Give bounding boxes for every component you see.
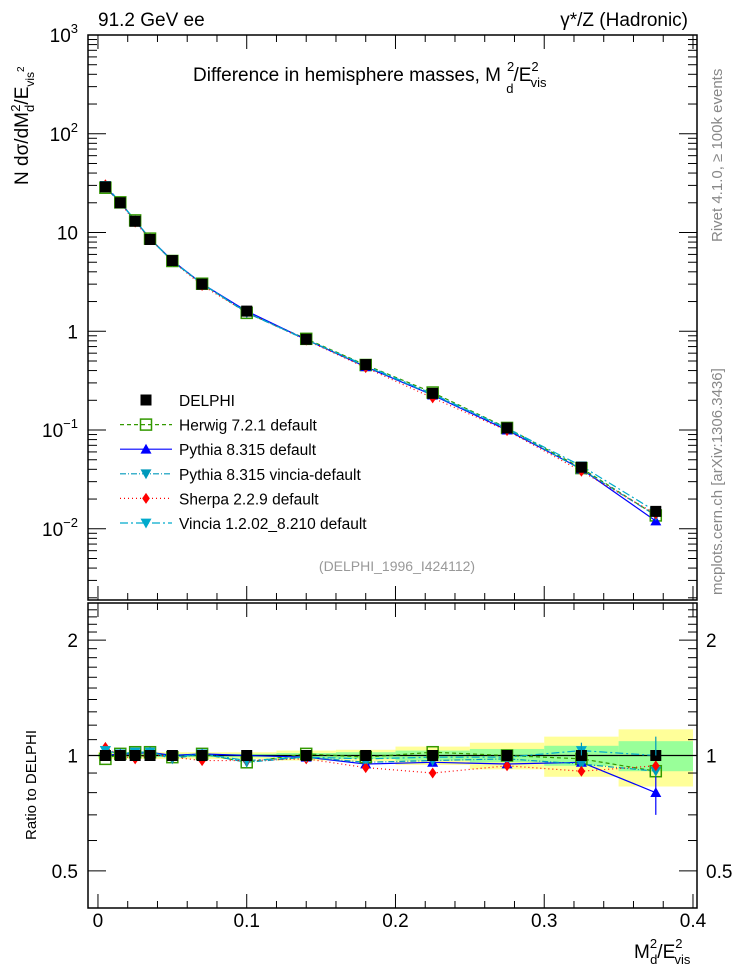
legend-label: Vincia 1.2.02_8.210 default (179, 516, 367, 533)
ratio-tick-label-right: 2 (706, 631, 717, 652)
ratio-tick-label-right: 0.5 (706, 862, 732, 883)
data-point (241, 305, 253, 317)
data-point (360, 359, 372, 371)
x-tick-label: 0.1 (234, 911, 260, 932)
ratio-point-2 (575, 759, 587, 770)
y-tick-exp: −2 (63, 515, 78, 530)
ratio-point-3 (428, 767, 437, 779)
header-right: γ*/Z (Hadronic) (560, 10, 688, 31)
ratio-data-point (241, 750, 253, 761)
ratio-data-point (501, 750, 513, 761)
legend-label: Herwig 7.2.1 default (179, 418, 318, 435)
ratio-tick-label: 1 (67, 747, 78, 768)
series-markers (99, 179, 663, 815)
legend-label: DELPHI (179, 393, 235, 410)
y-tick-base: 1 (67, 322, 78, 343)
ratio-data-point (300, 750, 312, 761)
legend-marker (139, 418, 153, 431)
x-tick-label: 0 (93, 911, 104, 932)
data-point (129, 215, 141, 227)
ratio-data-point (166, 750, 178, 761)
legend-marker (140, 394, 152, 406)
data-point (166, 255, 178, 267)
main-frame (87, 34, 698, 601)
legend-label: Pythia 8.315 default (179, 442, 317, 459)
data-point (114, 197, 126, 209)
legend-marker (140, 518, 152, 529)
data-point (501, 422, 513, 434)
y-tick-base: 10 (57, 224, 78, 245)
x-tick-label: 0.2 (382, 911, 408, 932)
ratio-tick-label: 2 (67, 631, 78, 652)
ratio-data-point (360, 750, 372, 761)
y-tick-label: 103 (50, 21, 78, 47)
data-point (196, 278, 208, 290)
ratio-tick-label-right: 1 (706, 747, 717, 768)
legend-label: Sherpa 2.2.9 default (179, 491, 319, 508)
header-left: 91.2 GeV ee (98, 10, 205, 31)
ratio-data-point (427, 750, 439, 761)
legend-label: Pythia 8.315 vincia-default (179, 467, 362, 484)
ratio-point-2 (650, 766, 662, 777)
data-point (427, 387, 439, 399)
data-point (575, 461, 587, 473)
data-point (144, 233, 156, 245)
legend-marker (140, 469, 152, 480)
legend: DELPHI Herwig 7.2.1 default Pythia 8.315 d… (120, 393, 367, 533)
side-text-mcplots: mcplots.cern.ch [arXiv:1306.3436] (709, 368, 726, 595)
ratio-data-point (114, 750, 126, 761)
data-point (99, 181, 111, 193)
y-tick-label: 10−2 (42, 515, 78, 541)
ratio-point-3 (651, 760, 660, 772)
plot-title: Difference in hemisphere masses, M 2 d/E2 v… (193, 59, 547, 96)
ratio-point-3 (577, 765, 586, 777)
y-tick-base: 10 (50, 125, 71, 146)
series-lines (104, 184, 657, 794)
y-axis-label: N dσ/dMd2/Evis2 (8, 66, 37, 185)
y-tick-label: 102 (50, 120, 78, 146)
y-tick-exp: 3 (71, 21, 78, 36)
y-tick-exp: 2 (71, 120, 78, 135)
ratio-data-point (196, 750, 208, 761)
x-axis-label: M2 d/E2 vis (634, 936, 691, 967)
ratio-point-3 (503, 760, 511, 772)
ratio-y-axis-label: Ratio to DELPHI (23, 730, 40, 840)
ratio-tick-label: 0.5 (52, 862, 78, 883)
x-tick-label: 0.3 (531, 911, 557, 932)
ratio-data-point (144, 750, 156, 761)
series-line-4 (104, 185, 657, 512)
side-text-rivet: Rivet 4.1.0, ≥ 100k events (709, 69, 726, 242)
y-tick-label: 10−1 (42, 416, 78, 442)
data-point (300, 333, 312, 345)
ratio-data-point (129, 750, 141, 761)
analysis-id: (DELPHI_1996_I424112) (319, 558, 475, 574)
data-point (650, 505, 662, 517)
y-tick-label: 1 (67, 322, 78, 343)
y-tick-base: 10 (42, 421, 63, 442)
y-tick-exp: −1 (63, 416, 78, 431)
legend-marker (142, 492, 150, 504)
ratio-point-3 (361, 762, 370, 774)
legend-marker (140, 443, 152, 454)
y-tick-base: 10 (50, 26, 71, 47)
y-tick-label: 10 (57, 224, 78, 245)
y-tick-base: 10 (42, 520, 63, 541)
x-tick-label: 0.4 (680, 911, 707, 932)
